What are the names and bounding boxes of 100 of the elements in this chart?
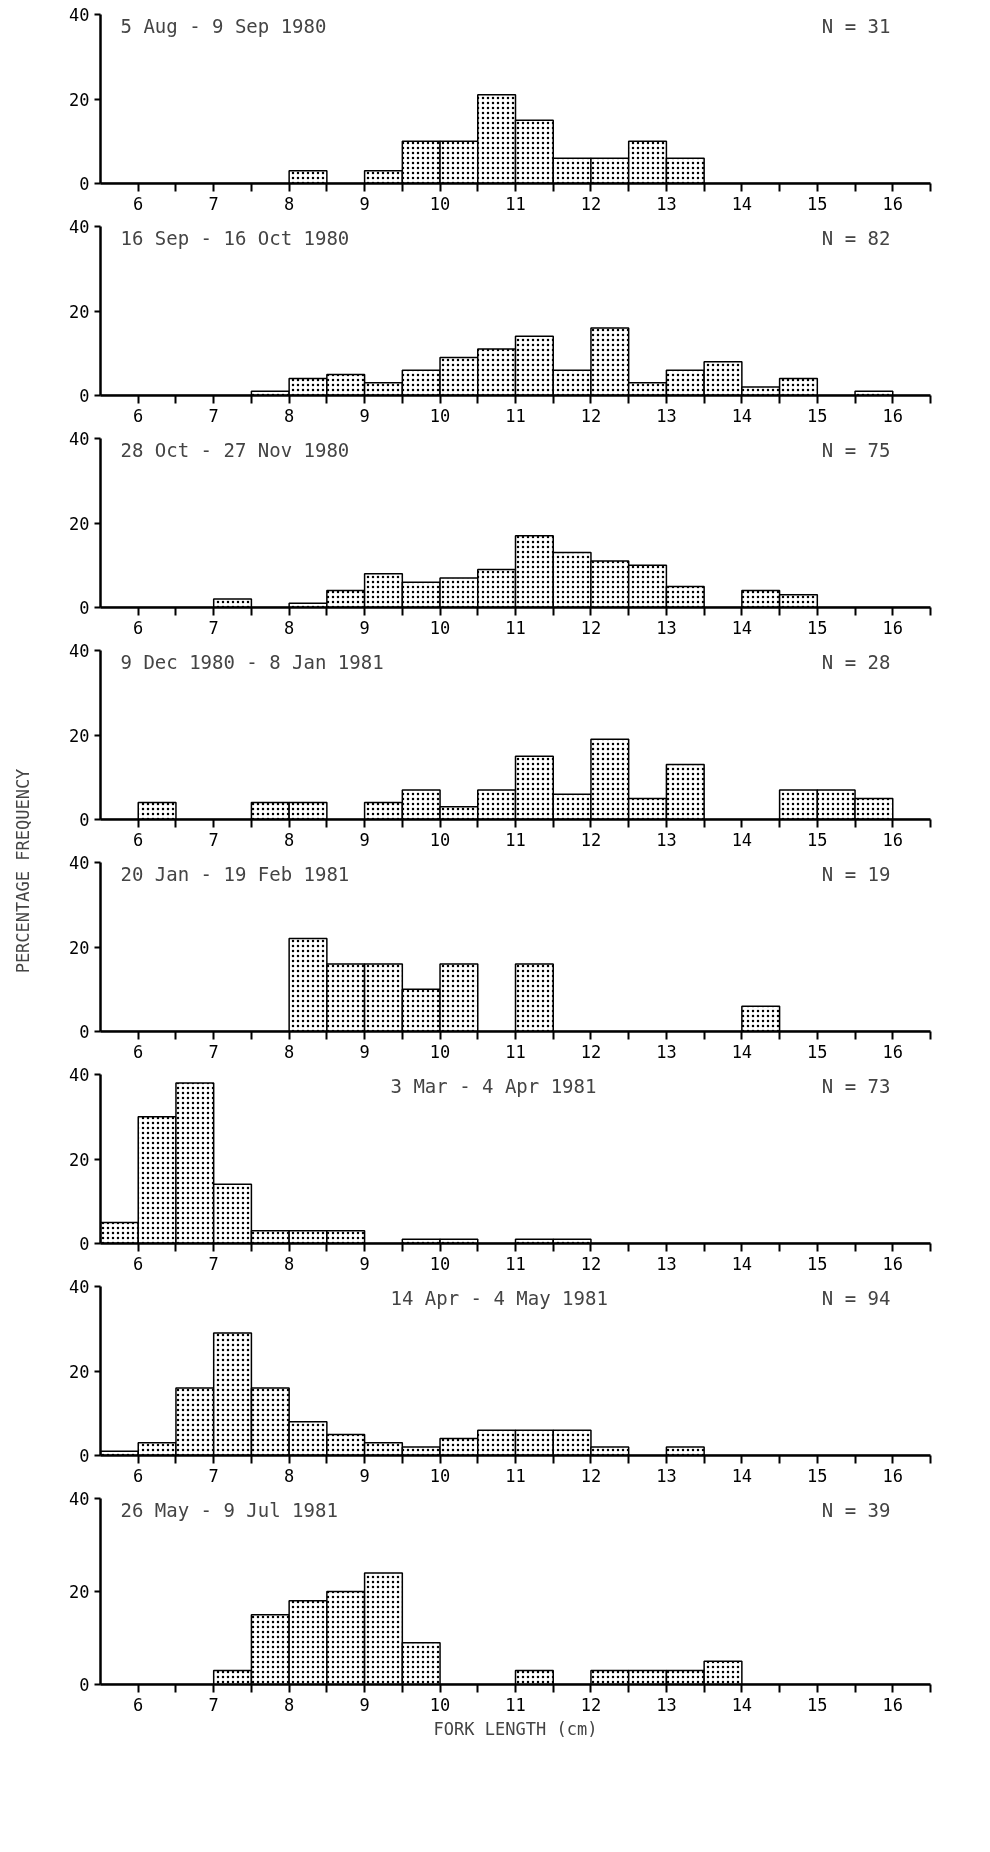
x-tick-label: 11 [505,1465,526,1486]
x-tick-label: 16 [882,405,904,426]
annotation: N = 31 [821,14,891,37]
x-tick-label: 6 [133,405,144,426]
x-tick-label: 10 [429,405,451,426]
y-tick-label: 40 [69,1489,90,1509]
annotation: N = 82 [821,226,891,249]
x-tick-label: 7 [208,1041,219,1062]
x-tick-label: 13 [656,617,677,638]
x-tick-label: 12 [580,1694,602,1715]
x-tick-label: 11 [505,1694,526,1715]
y-tick-label: 20 [69,89,90,110]
x-tick-label: 9 [359,1041,370,1062]
x-tick-label: 13 [656,829,677,850]
x-tick-label: 10 [429,1694,451,1715]
annotation: N = 19 [821,862,891,885]
x-tick-label: 14 [731,1465,753,1486]
x-tick-label: 14 [731,1253,753,1274]
annotation: N = 75 [821,438,891,461]
x-tick-label: 9 [359,1694,370,1715]
y-tick-label: 0 [79,810,90,830]
x-tick-label: 13 [656,1041,677,1062]
x-tick-label: 8 [284,1253,295,1274]
x-tick-label: 7 [208,1465,219,1486]
x-tick-label: 15 [807,405,828,426]
x-tick-label: 7 [208,1253,219,1274]
chart-title: 5 Aug - 9 Sep 1980 [120,14,327,37]
annotation: N = 39 [821,1498,891,1521]
x-tick-label: 9 [359,1465,370,1486]
x-tick-label: 13 [656,193,677,214]
y-tick-label: 0 [79,1022,90,1042]
y-tick-label: 20 [69,725,90,746]
x-tick-label: 10 [429,1465,451,1486]
x-tick-label: 16 [882,1253,904,1274]
x-tick-label: 16 [882,1465,904,1486]
x-tick-label: 8 [284,1694,295,1715]
y-tick-label: 40 [69,429,90,449]
x-tick-label: 11 [505,193,526,214]
y-tick-label: 0 [79,386,90,406]
x-tick-label: 13 [656,1694,677,1715]
y-tick-label: 0 [79,174,90,194]
y-axis-title: PERCENTAGE FREQUENCY [13,768,33,974]
x-tick-label: 6 [133,829,144,850]
x-tick-label: 15 [807,1694,828,1715]
x-tick-label: 12 [580,1041,602,1062]
x-tick-label: 14 [731,405,753,426]
chart-title: 3 Mar - 4 Apr 1981 [390,1074,597,1097]
chart-title: 28 Oct - 27 Nov 1980 [120,438,350,461]
x-tick-label: 12 [580,1253,602,1274]
x-tick-label: 9 [359,405,370,426]
x-tick-label: 6 [133,1041,144,1062]
x-tick-label: 12 [580,1465,602,1486]
x-tick-label: 8 [284,1041,295,1062]
y-tick-label: 20 [69,301,90,322]
x-tick-label: 15 [807,193,828,214]
x-tick-label: 8 [284,829,295,850]
chart-title: 14 Apr - 4 May 1981 [390,1286,608,1309]
y-tick-label: 0 [79,1675,90,1695]
x-tick-label: 11 [505,1041,526,1062]
y-tick-label: 20 [69,1361,90,1382]
y-tick-label: 20 [69,1582,90,1602]
x-tick-label: 6 [133,617,144,638]
y-tick-label: 0 [79,1446,90,1466]
y-tick-label: 0 [79,598,90,618]
x-tick-label: 15 [807,1465,828,1486]
x-axis-title: FORK LENGTH (cm) [433,1718,598,1739]
y-tick-label: 40 [69,1065,90,1085]
x-tick-label: 13 [656,405,677,426]
x-tick-label: 15 [807,1041,828,1062]
chart-title: 16 Sep - 16 Oct 1980 [120,226,350,249]
x-tick-label: 10 [429,1253,451,1274]
y-tick-label: 20 [69,513,90,534]
x-tick-label: 15 [807,1253,828,1274]
x-tick-label: 11 [505,617,526,638]
x-tick-label: 7 [208,617,219,638]
x-tick-label: 15 [807,617,828,638]
x-tick-label: 14 [731,1041,753,1062]
chart-title: 26 May - 9 Jul 1981 [120,1498,338,1521]
x-tick-label: 16 [882,1694,904,1715]
chart-title: 20 Jan - 19 Feb 1981 [120,862,350,885]
y-tick-label: 20 [69,1149,90,1170]
x-tick-label: 12 [580,405,602,426]
x-tick-label: 8 [284,617,295,638]
x-tick-label: 9 [359,193,370,214]
annotation: N = 73 [821,1074,891,1097]
x-tick-label: 11 [505,829,526,850]
x-tick-label: 8 [284,405,295,426]
y-tick-label: 20 [69,937,90,958]
x-tick-label: 10 [429,829,451,850]
x-tick-label: 16 [882,617,904,638]
x-tick-label: 10 [429,193,451,214]
y-tick-label: 40 [69,1277,90,1297]
x-tick-label: 9 [359,617,370,638]
x-tick-label: 16 [882,829,904,850]
x-tick-label: 12 [580,829,602,850]
x-tick-label: 13 [656,1465,677,1486]
x-tick-label: 14 [731,193,753,214]
x-tick-label: 7 [208,829,219,850]
x-tick-label: 7 [208,193,219,214]
x-tick-label: 14 [731,617,753,638]
